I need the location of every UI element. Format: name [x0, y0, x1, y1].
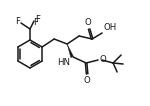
Text: F: F	[33, 18, 38, 27]
Polygon shape	[67, 44, 74, 57]
Text: O: O	[84, 76, 90, 85]
Text: O: O	[85, 18, 91, 27]
Text: HN: HN	[57, 58, 70, 67]
Text: OH: OH	[103, 23, 116, 32]
Text: O: O	[99, 56, 106, 64]
Text: F: F	[15, 17, 20, 26]
Text: F: F	[35, 15, 40, 24]
